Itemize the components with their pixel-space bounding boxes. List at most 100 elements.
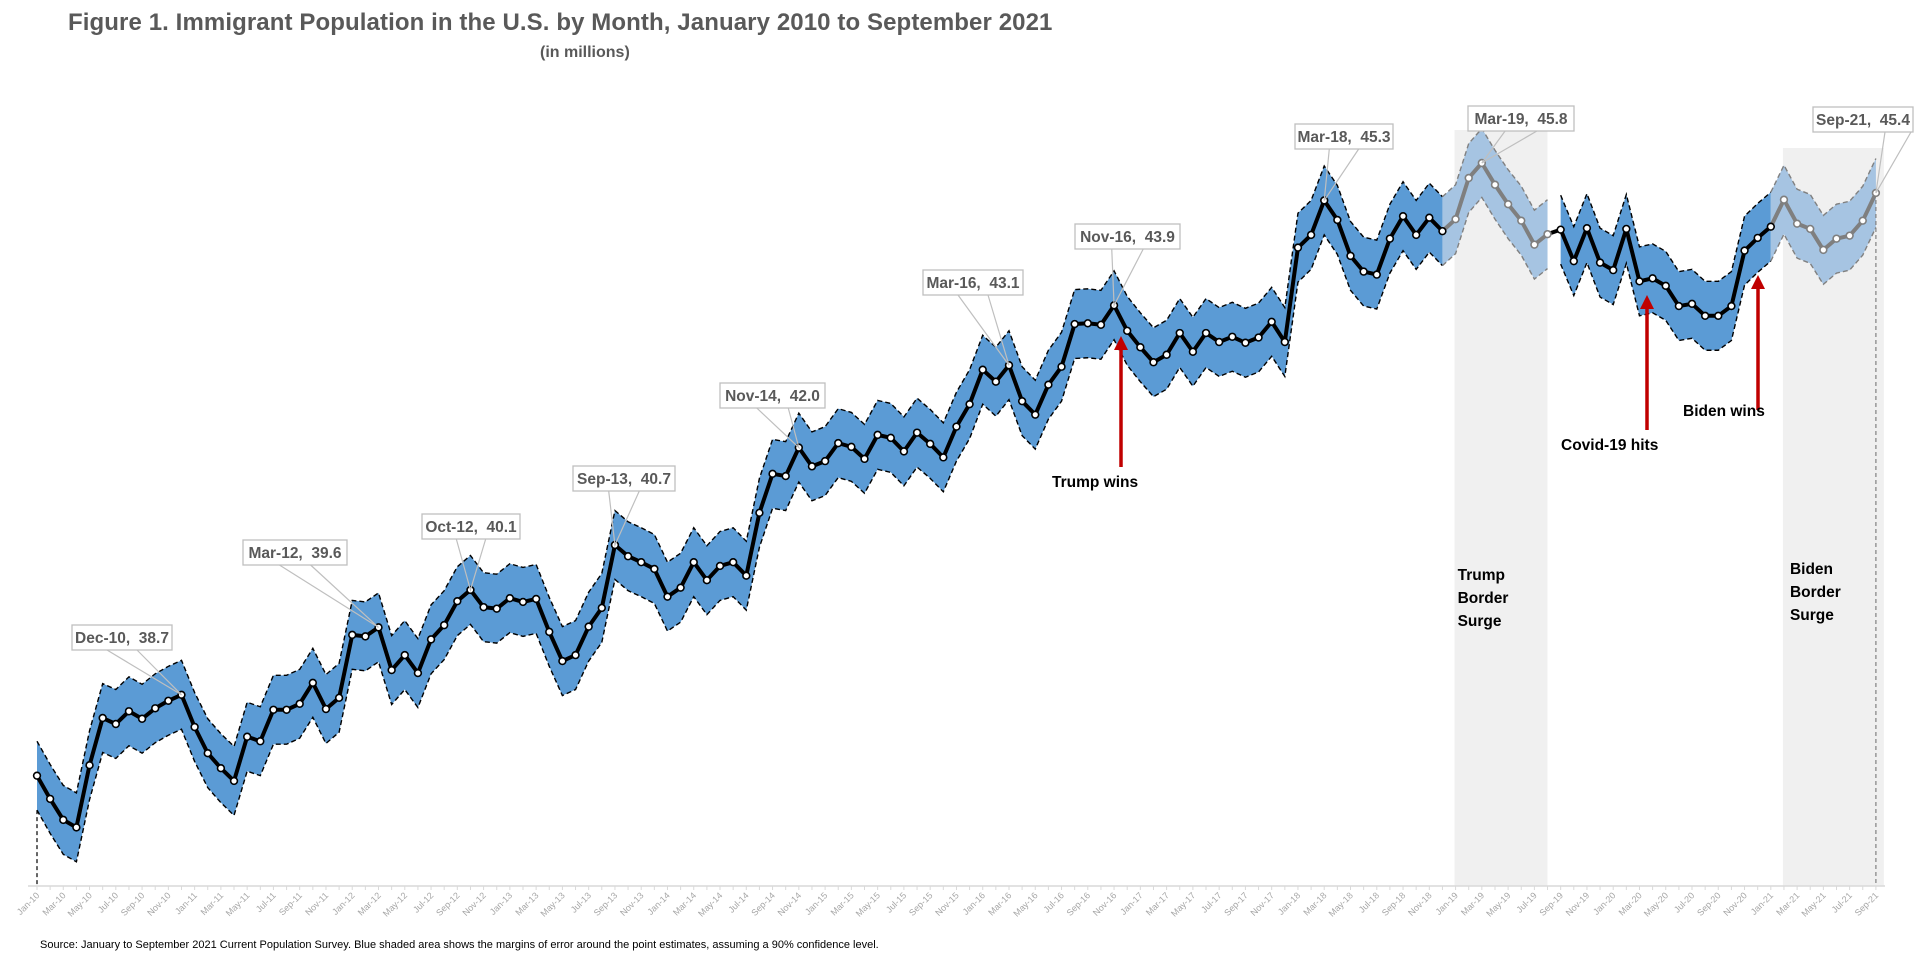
data-point [1346,251,1355,261]
data-point [834,438,843,448]
data-label-box [1074,223,1181,250]
data-point [1372,270,1381,279]
data-label-text: Nov-14, 42.0 [725,388,820,405]
x-tick-label: Mar-14 [671,890,698,917]
data-point [558,656,567,666]
data-label-box [1812,106,1914,133]
chart-subtitle: (in millions) [540,44,630,61]
x-tick-label: Jan-13 [488,890,515,917]
source-note: Source: January to September 2021 Curren… [40,939,879,951]
data-point [1031,410,1040,419]
series-segment [783,445,801,479]
x-tick-label: Sep-19 [1537,890,1565,918]
series-segment [1624,226,1642,284]
data-point [1385,234,1395,243]
data-point [518,597,528,607]
data-point [1175,328,1184,338]
shaded-period-label: Biden [1790,561,1833,578]
data-point [1608,265,1618,275]
data-point [531,594,541,604]
data-point [229,776,239,786]
data-point [1517,216,1526,225]
x-tick-label: Jul-19 [1514,890,1538,914]
data-label-leader [1481,130,1538,164]
data-label-box [421,513,521,540]
x-tick-label: Nov-18 [1406,890,1434,918]
x-tick-label: Mar-20 [1617,890,1644,917]
data-label-text: Mar-16, 43.1 [926,275,1019,292]
x-tick-label: Jul-17 [1199,890,1223,914]
data-label-leader [756,407,800,450]
data-point [873,430,882,440]
x-tick-label: May-12 [381,890,409,918]
data-label-text: Nov-16, 43.9 [1080,229,1175,246]
data-point [269,705,278,714]
series-segment [573,624,591,658]
x-tick-label: Sep-16 [1065,890,1093,918]
data-point [1845,231,1854,240]
x-tick-label: May-20 [1642,890,1670,918]
data-point [1293,243,1303,252]
data-point [203,749,212,758]
data-point [702,575,712,585]
data-point [991,377,1001,386]
data-label-box [719,382,826,409]
data-point [1083,319,1093,328]
data-point [1832,234,1841,243]
x-tick-label: Mar-11 [199,890,226,917]
data-point [295,699,304,708]
data-point [1136,343,1145,352]
data-point [1714,311,1723,320]
band-lower-edge [1770,227,1877,286]
x-tick-label: Mar-15 [829,890,856,917]
series-segment [652,566,670,599]
series-segment [74,763,92,830]
data-point [1044,380,1053,389]
data-point [1228,332,1237,341]
series-segment [337,632,355,700]
data-point [1766,222,1776,231]
x-tick-label: Jul-20 [1672,890,1696,914]
x-tick-label: May-21 [1799,890,1827,918]
data-point [439,620,449,630]
x-tick-label: Jul-15 [884,890,908,914]
data-point [1123,326,1132,335]
data-point [1017,396,1027,406]
series-segment [954,402,972,429]
data-point [1687,299,1697,309]
data-point [1582,223,1592,233]
data-point [1214,337,1224,347]
confidence-band-segment [1560,192,1771,351]
data-point [32,771,42,780]
data-label-leader [1111,248,1144,308]
x-tick-label: Jul-11 [254,890,278,914]
data-point [190,722,199,732]
data-point [965,399,974,409]
data-point [860,454,869,464]
x-tick-label: Mar-16 [986,890,1013,917]
x-tick-label: Sep-21 [1853,890,1881,918]
data-point [321,704,331,714]
data-point [1490,180,1500,189]
data-point [1398,211,1408,221]
data-point [1503,199,1513,209]
data-point [85,760,94,770]
data-point [912,428,922,437]
data-point [1648,274,1657,283]
x-tick-label: Sep-10 [119,890,147,918]
data-point [1306,230,1316,240]
data-point [1149,358,1158,367]
data-point [1201,328,1211,338]
x-tick-label: Jan-19 [1433,890,1460,917]
series-segment [376,625,394,673]
data-label-text: Sep-13, 40.7 [577,471,671,488]
x-tick-label: Nov-17 [1249,890,1277,918]
x-tick-label: Jul-13 [569,890,593,914]
x-tick-label: Mar-12 [356,890,383,917]
data-point [1727,301,1736,311]
x-tick-label: Sep-11 [277,890,304,917]
series-segment [1059,322,1077,369]
x-tick-label: May-13 [539,890,567,918]
x-tick-label: Nov-15 [933,890,961,918]
